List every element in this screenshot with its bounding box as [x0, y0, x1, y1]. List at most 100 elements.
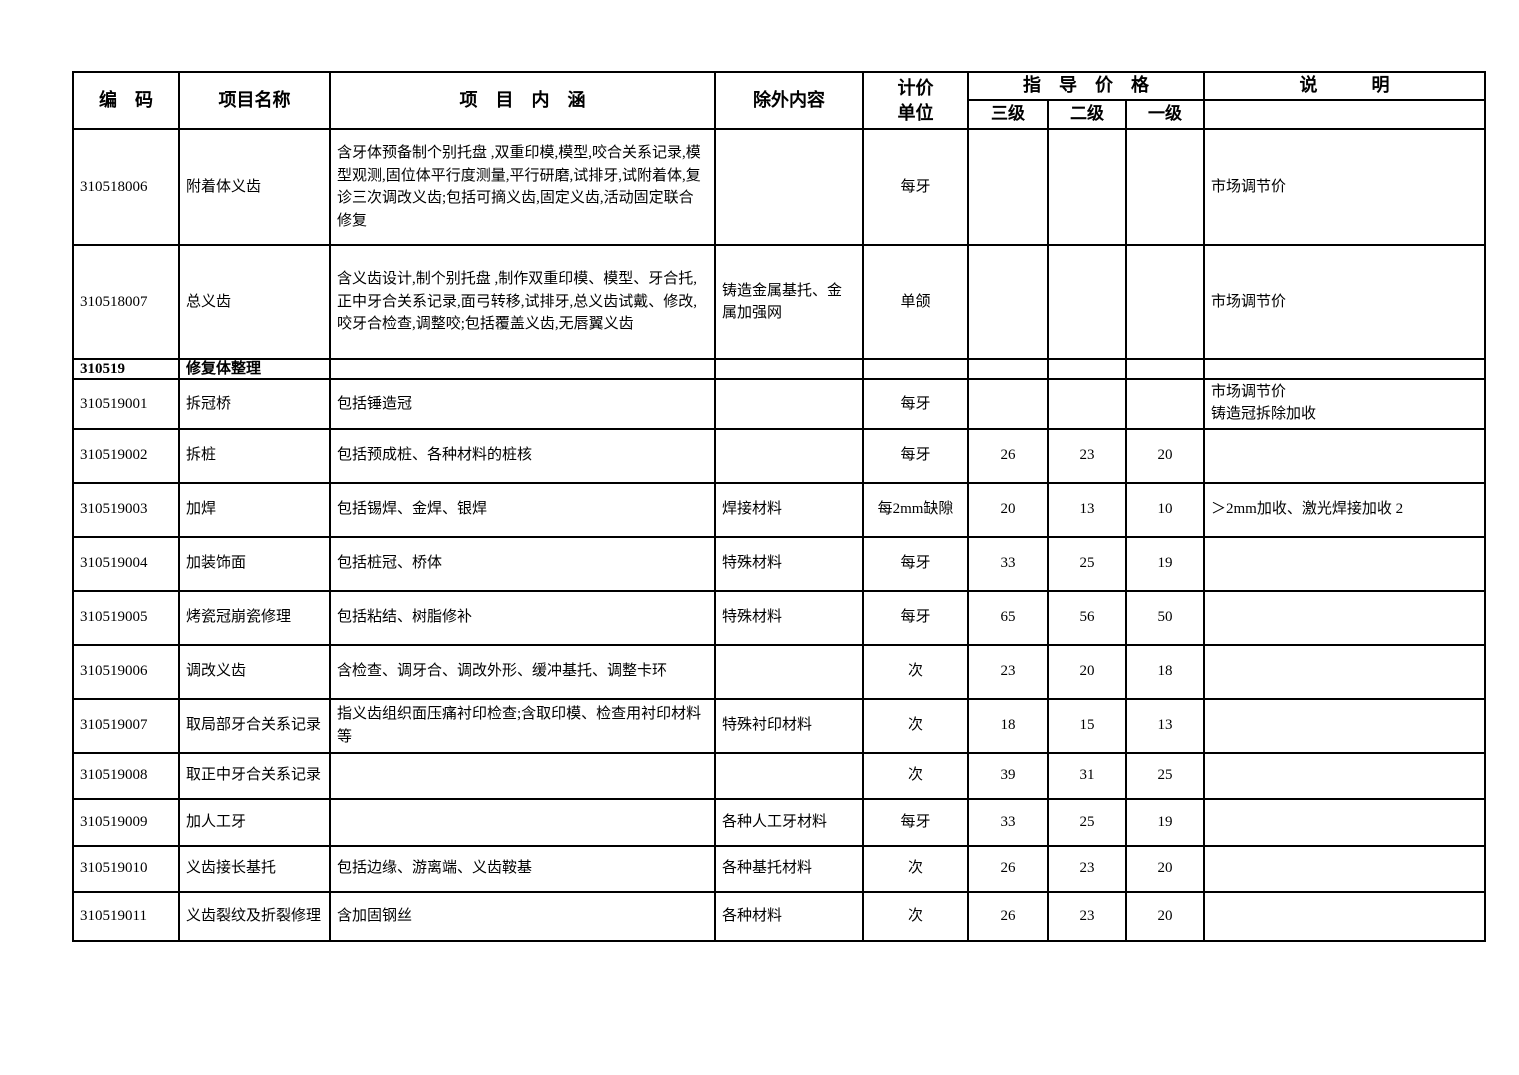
cell-note — [1203, 797, 1486, 847]
cell-price-tier2: 13 — [1047, 481, 1127, 538]
cell-note — [1203, 427, 1486, 484]
cell-content: 含牙体预备制个别托盘 ,双重印模,模型,咬合关系记录,模型观测,固位体平行度测量… — [329, 128, 716, 246]
cell-code: 310519011 — [72, 890, 180, 942]
cell-name: 加焊 — [178, 481, 331, 538]
note-line-2: 铸造冠拆除加收 — [1211, 405, 1317, 422]
cell-price-tier2: 23 — [1047, 844, 1127, 893]
cell-price-tier3: 26 — [967, 890, 1049, 942]
cell-content: 包括桩冠、桥体 — [329, 535, 716, 592]
cell-price-tier1: 13 — [1125, 697, 1205, 754]
section-row: 310519 修复体整理 — [72, 358, 1486, 380]
cell-code: 310519002 — [72, 427, 180, 484]
header-code: 编 码 — [72, 71, 180, 130]
cell-name: 取局部牙合关系记录 — [178, 697, 331, 754]
cell-unit: 次 — [862, 844, 969, 893]
cell-price-tier1: 50 — [1125, 589, 1205, 646]
cell-price-tier1 — [1125, 358, 1205, 380]
cell-content: 含义齿设计,制个别托盘 ,制作双重印模、模型、牙合托,正中牙合关系记录,面弓转移… — [329, 244, 716, 360]
cell-exclusion: 各种基托材料 — [714, 844, 864, 893]
cell-code: 310519004 — [72, 535, 180, 592]
price-table: 编 码 项目名称 项 目 内 涵 除外内容 计价 单位 指 导 价 格 说 明 … — [72, 71, 1486, 942]
cell-unit: 每牙 — [862, 128, 969, 246]
table-row: 310519005 烤瓷冠崩瓷修理 包括粘结、树脂修补 特殊材料 每牙 65 5… — [72, 589, 1486, 646]
cell-code: 310519007 — [72, 697, 180, 754]
header-row-main: 编 码 项目名称 项 目 内 涵 除外内容 计价 单位 指 导 价 格 说 明 — [72, 71, 1486, 130]
cell-content: 含检查、调牙合、调改外形、缓冲基托、调整卡环 — [329, 643, 716, 700]
cell-price-tier3 — [967, 128, 1049, 246]
cell-price-tier2: 56 — [1047, 589, 1127, 646]
cell-price-tier1: 18 — [1125, 643, 1205, 700]
cell-exclusion: 各种材料 — [714, 890, 864, 942]
cell-price-tier2: 23 — [1047, 427, 1127, 484]
header-name: 项目名称 — [178, 71, 331, 130]
cell-unit: 每牙 — [862, 535, 969, 592]
cell-price-tier1: 20 — [1125, 427, 1205, 484]
cell-name: 修复体整理 — [178, 358, 331, 380]
cell-note — [1203, 358, 1486, 380]
cell-content: 含加固钢丝 — [329, 890, 716, 942]
cell-price-tier2: 15 — [1047, 697, 1127, 754]
cell-note: ＞2mm加收、激光焊接加收 2 — [1203, 481, 1486, 538]
cell-price-tier3: 18 — [967, 697, 1049, 754]
cell-code: 310519010 — [72, 844, 180, 893]
cell-price-tier2: 20 — [1047, 643, 1127, 700]
cell-name: 烤瓷冠崩瓷修理 — [178, 589, 331, 646]
cell-exclusion: 铸造金属基托、金属加强网 — [714, 244, 864, 360]
header-row-sub: 三级 二级 一级 — [73, 99, 1486, 130]
cell-price-tier1: 19 — [1125, 797, 1205, 847]
header-unit: 计价 单位 — [862, 71, 969, 130]
cell-name: 调改义齿 — [178, 643, 331, 700]
cell-price-tier3: 65 — [967, 589, 1049, 646]
header-unit-line1: 计价 — [897, 78, 934, 99]
cell-exclusion: 特殊材料 — [714, 535, 864, 592]
cell-code: 310519006 — [72, 643, 180, 700]
header-tier3: 三级 — [967, 99, 1049, 130]
cell-content — [329, 358, 716, 380]
cell-price-tier3: 26 — [967, 844, 1049, 893]
cell-unit: 次 — [862, 751, 969, 800]
cell-name: 拆桩 — [178, 427, 331, 484]
cell-price-tier1: 19 — [1125, 535, 1205, 592]
cell-note — [1203, 844, 1486, 893]
cell-price-tier1 — [1125, 378, 1205, 430]
cell-price-tier1 — [1125, 128, 1205, 246]
header-note-sub — [1203, 99, 1486, 130]
table-row: 310519011 义齿裂纹及折裂修理 含加固钢丝 各种材料 次 26 23 2… — [72, 890, 1486, 942]
table-row: 310519007 取局部牙合关系记录 指义齿组织面压痛衬印检查;含取印模、检查… — [72, 697, 1486, 754]
cell-exclusion — [714, 751, 864, 800]
cell-price-tier2: 31 — [1047, 751, 1127, 800]
cell-note: 市场调节价 — [1203, 244, 1486, 360]
cell-content: 指义齿组织面压痛衬印检查;含取印模、检查用衬印材料等 — [329, 697, 716, 754]
cell-exclusion — [714, 128, 864, 246]
table-row: 310519002 拆桩 包括预成桩、各种材料的桩核 每牙 26 23 20 — [72, 427, 1486, 484]
cell-price-tier2 — [1047, 378, 1127, 430]
header-tier2: 二级 — [1047, 99, 1127, 130]
cell-price-tier2 — [1047, 358, 1127, 380]
header-tier1: 一级 — [1125, 99, 1205, 130]
cell-unit: 单颌 — [862, 244, 969, 360]
table-row: 310519009 加人工牙 各种人工牙材料 每牙 33 25 19 — [72, 797, 1486, 847]
cell-content: 包括粘结、树脂修补 — [329, 589, 716, 646]
cell-content — [329, 751, 716, 800]
table-row: 310519001 拆冠桥 包括锤造冠 每牙 市场调节价 铸造冠拆除加收 — [72, 378, 1486, 430]
cell-price-tier2 — [1047, 128, 1127, 246]
cell-name: 义齿裂纹及折裂修理 — [178, 890, 331, 942]
cell-content: 包括锡焊、金焊、银焊 — [329, 481, 716, 538]
cell-exclusion: 特殊衬印材料 — [714, 697, 864, 754]
cell-price-tier3: 33 — [967, 797, 1049, 847]
cell-price-tier1: 25 — [1125, 751, 1205, 800]
header-price-group: 指 导 价 格 — [967, 71, 1205, 101]
cell-name: 总义齿 — [178, 244, 331, 360]
cell-code: 310519001 — [72, 378, 180, 430]
cell-name: 义齿接长基托 — [178, 844, 331, 893]
cell-exclusion: 焊接材料 — [714, 481, 864, 538]
cell-note — [1203, 589, 1486, 646]
header-content: 项 目 内 涵 — [329, 71, 716, 130]
cell-price-tier3: 26 — [967, 427, 1049, 484]
cell-note — [1203, 751, 1486, 800]
table-row: 310519010 义齿接长基托 包括边缘、游离端、义齿鞍基 各种基托材料 次 … — [72, 844, 1486, 893]
cell-unit: 每牙 — [862, 378, 969, 430]
cell-price-tier3 — [967, 244, 1049, 360]
cell-note: 市场调节价 铸造冠拆除加收 — [1203, 378, 1486, 430]
